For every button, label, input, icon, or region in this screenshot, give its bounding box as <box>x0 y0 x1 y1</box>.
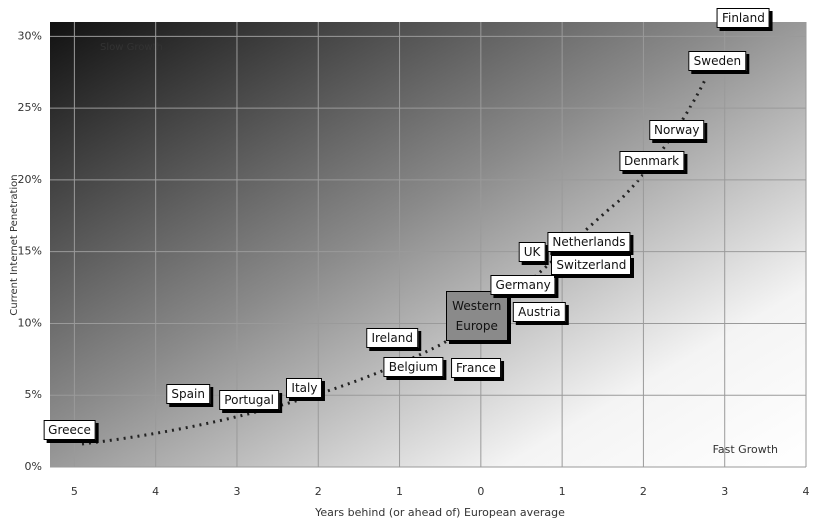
y-tick-label: 0% <box>25 460 42 473</box>
y-tick-label: 25% <box>18 101 42 114</box>
point-label: UK <box>518 241 546 262</box>
point-label: Netherlands <box>547 231 631 252</box>
y-axis-title: Current Internet Penetration <box>9 174 20 315</box>
x-tick-label: 3 <box>233 485 240 498</box>
point-label: Norway <box>648 119 705 140</box>
point-label: Western Europe <box>445 291 508 342</box>
y-tick-label: 15% <box>18 245 42 258</box>
point-label: Austria <box>513 301 566 322</box>
point-label: Germany <box>490 274 556 295</box>
point-label: Sweden <box>688 50 747 71</box>
point-label: Portugal <box>219 389 280 410</box>
x-tick-label: 5 <box>71 485 78 498</box>
x-tick-label: 4 <box>152 485 159 498</box>
y-tick-label: 30% <box>18 29 42 42</box>
point-label: Greece <box>43 419 96 440</box>
x-tick-label: 4 <box>803 485 810 498</box>
x-tick-label: 1 <box>559 485 566 498</box>
x-tick-label: 3 <box>721 485 728 498</box>
y-tick-label: 10% <box>18 316 42 329</box>
point-label: Ireland <box>366 327 418 348</box>
point-label: Belgium <box>383 356 443 377</box>
y-tick-label: 5% <box>25 388 42 401</box>
point-label: Spain <box>166 383 210 404</box>
x-tick-label: 2 <box>315 485 322 498</box>
annotation: Slow Growth <box>100 42 163 53</box>
point-label: Switzerland <box>551 254 632 275</box>
point-label: Denmark <box>618 151 685 172</box>
x-axis-title: Years behind (or ahead of) European aver… <box>314 506 565 519</box>
x-tick-label: 1 <box>396 485 403 498</box>
plot-area <box>50 22 806 467</box>
point-label: Italy <box>286 378 323 399</box>
point-label: France <box>451 357 501 378</box>
annotation: Fast Growth <box>713 443 778 456</box>
point-label: Finland <box>716 7 770 28</box>
x-tick-label: 0 <box>477 485 484 498</box>
x-tick-label: 2 <box>640 485 647 498</box>
y-tick-label: 20% <box>18 173 42 186</box>
